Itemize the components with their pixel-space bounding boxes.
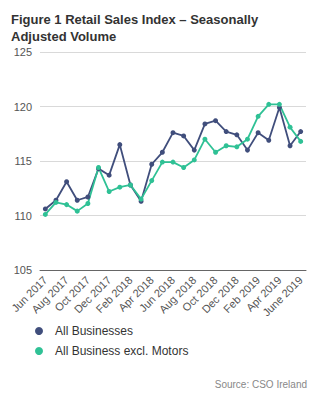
svg-text:Oct 2017: Oct 2017 [52, 273, 93, 314]
svg-text:Dec 2017: Dec 2017 [71, 273, 114, 316]
svg-text:Jun 2017: Jun 2017 [9, 273, 50, 315]
svg-text:Jun 2018: Jun 2018 [136, 273, 178, 315]
svg-text:Source: CSO Ireland: Source: CSO Ireland [215, 379, 307, 390]
svg-text:Aug 2017: Aug 2017 [29, 273, 71, 316]
svg-text:All Businesses: All Businesses [55, 324, 133, 338]
svg-text:Figure 1 Retail Sales Index –: Figure 1 Retail Sales Index – Seasonally [11, 12, 262, 27]
svg-text:All Business excl. Motors: All Business excl. Motors [55, 344, 188, 358]
svg-text:110: 110 [14, 210, 32, 222]
svg-text:June 2019: June 2019 [260, 274, 305, 319]
svg-text:Aug 2018: Aug 2018 [156, 273, 199, 316]
svg-text:Feb 2018: Feb 2018 [93, 273, 135, 316]
svg-text:Apr 2019: Apr 2019 [243, 273, 284, 314]
svg-text:125: 125 [14, 46, 32, 58]
svg-text:115: 115 [14, 155, 32, 167]
svg-text:Apr 2018: Apr 2018 [115, 273, 156, 314]
svg-text:Oct 2018: Oct 2018 [179, 273, 220, 314]
svg-text:120: 120 [14, 101, 32, 113]
svg-text:105: 105 [14, 264, 32, 276]
svg-text:Adjusted Volume: Adjusted Volume [11, 29, 116, 44]
svg-text:Dec 2018: Dec 2018 [199, 273, 242, 316]
svg-text:Feb 2019: Feb 2019 [221, 273, 263, 316]
